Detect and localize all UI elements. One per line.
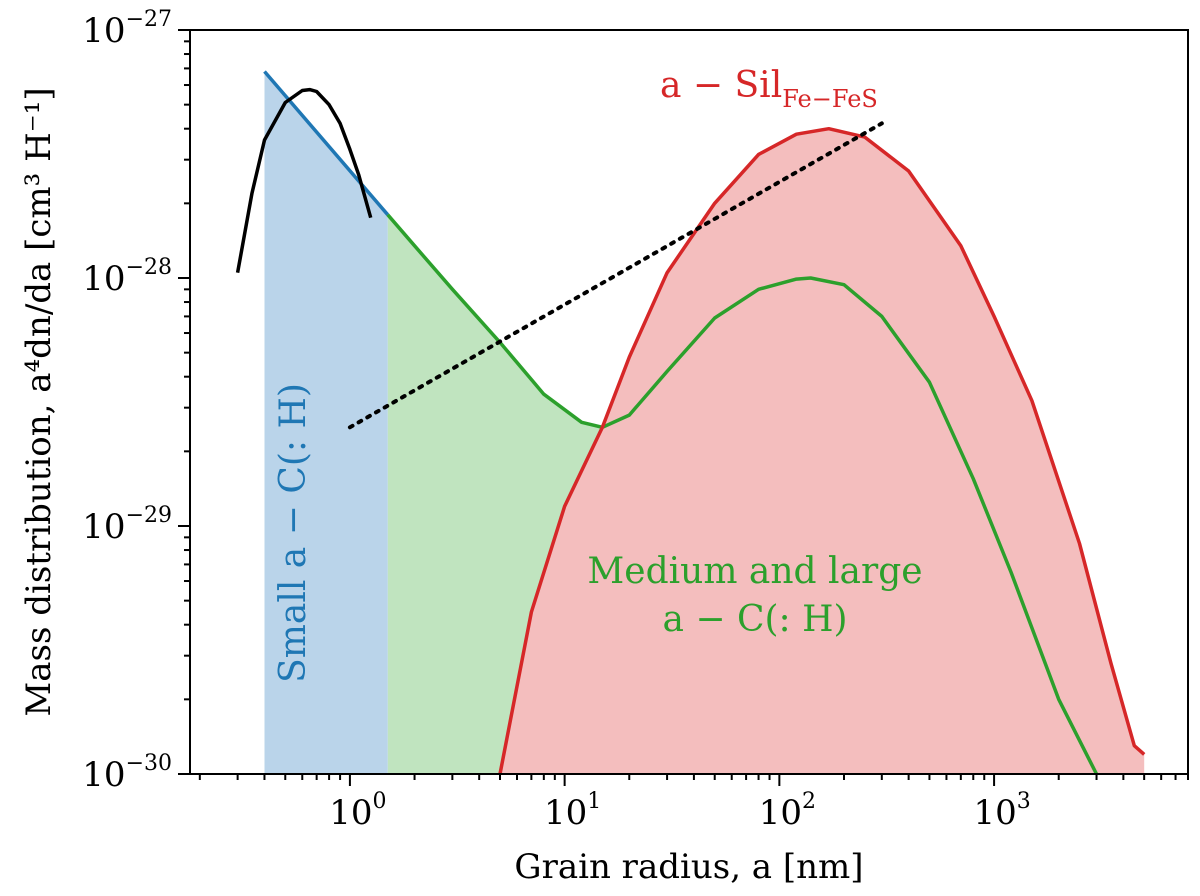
x-axis-label: Grain radius, a [nm] <box>514 847 863 887</box>
y-tick-label: 10−28 <box>82 255 172 299</box>
a-sil-fe-fes-label: a − SilFe−FeS <box>660 65 878 113</box>
black-dotted-line-line <box>347 121 884 430</box>
small-ac-h-line <box>263 70 390 216</box>
series-lines <box>235 70 1146 775</box>
series-annotations: Small a − C(: H) Medium and large a − C(: … <box>273 65 923 683</box>
a-sil-fe-fes-line <box>498 126 1146 775</box>
x-tick-label: 101 <box>544 789 601 833</box>
x-tick-label: 103 <box>973 789 1030 833</box>
axis-tick-labels: 100 101 102 103 10−30 10−29 10−28 10−27 <box>82 7 1030 833</box>
small-ac-h-fill <box>264 71 388 774</box>
medium-large-ac-h-line <box>386 213 1099 775</box>
y-axis-label: Mass distribution, a⁴dn/da [cm³ H⁻¹] <box>19 87 59 716</box>
small-ac-h-label: Small a − C(: H) <box>273 383 314 683</box>
medium-large-ac-h-label: Medium and large <box>587 551 922 592</box>
axis-ticks <box>178 29 1189 786</box>
y-tick-label: 10−27 <box>82 7 172 51</box>
y-tick-label: 10−29 <box>82 503 172 547</box>
x-tick-label: 102 <box>759 789 816 833</box>
medium-large-ac-h-label: a − C(: H) <box>662 599 847 640</box>
plot-frame <box>189 29 1189 775</box>
area-fills <box>264 71 1145 774</box>
black-solid-curve-line <box>235 87 373 274</box>
x-tick-label: 100 <box>329 789 386 833</box>
y-tick-label: 10−30 <box>82 751 172 795</box>
